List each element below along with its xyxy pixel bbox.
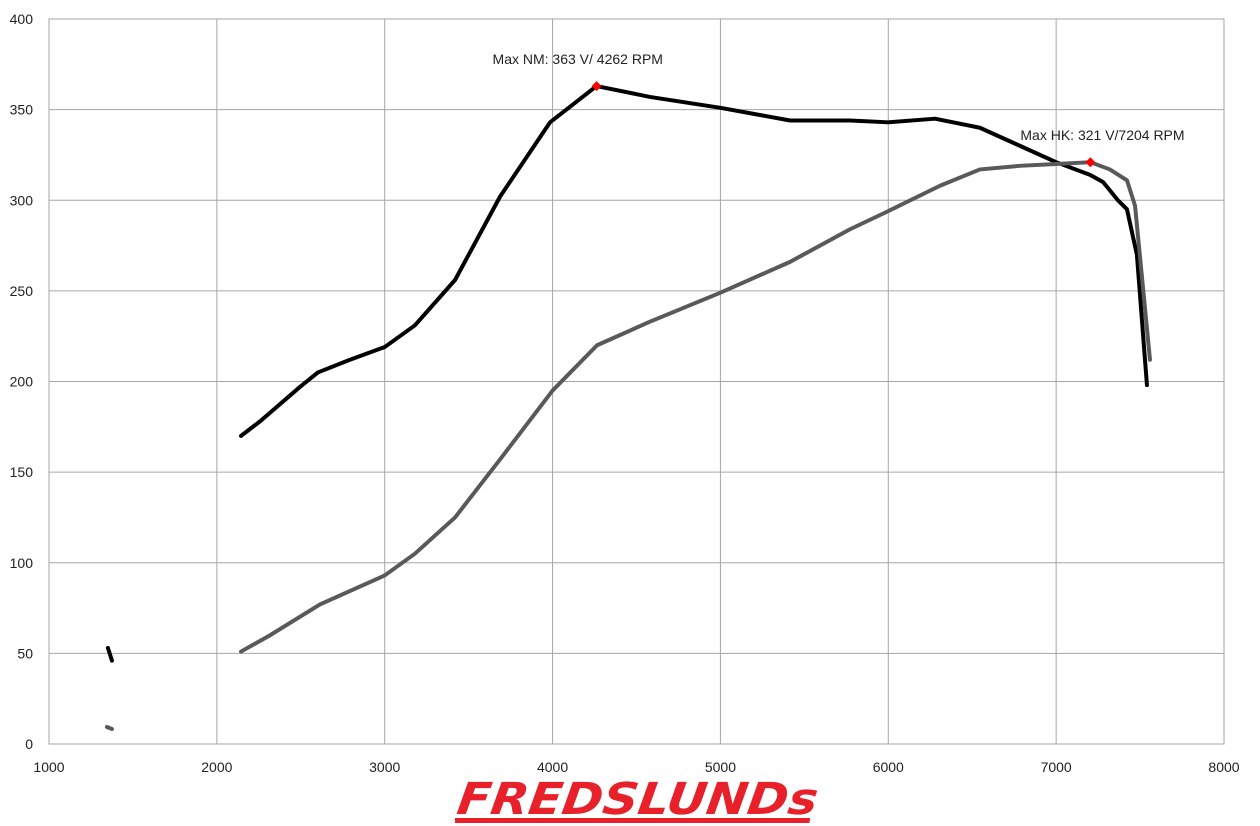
x-tick-label: 2000 (201, 759, 232, 775)
y-tick-label: 200 (10, 374, 34, 390)
max-marker (1085, 157, 1096, 168)
tick-labels: 0 50 100 150 200 250 300 350 400 1000 2000 3000 4000… (10, 11, 1240, 775)
grid (48, 18, 1225, 745)
x-tick-label: 8000 (1208, 759, 1239, 775)
x-tick-label: 5000 (705, 759, 736, 775)
y-tick-label: 350 (10, 102, 34, 118)
max-marker (591, 81, 602, 92)
x-tick-label: 7000 (1041, 759, 1072, 775)
annotation-label: Max HK: 321 V/7204 RPM (1020, 127, 1184, 143)
annotations: Max NM: 363 V/ 4262 RPM Max HK: 321 V/720… (493, 51, 1185, 168)
x-tick-label: 3000 (369, 759, 400, 775)
series-line-2 (105, 645, 114, 663)
x-tick-label: 6000 (873, 759, 904, 775)
series-line-1 (239, 160, 1152, 654)
series-line-0 (239, 84, 1149, 438)
y-tick-label: 100 (10, 555, 34, 571)
x-tick-label: 1000 (33, 759, 64, 775)
y-tick-label: 250 (10, 283, 34, 299)
annotation-label: Max NM: 363 V/ 4262 RPM (493, 51, 663, 67)
y-tick-label: 400 (10, 11, 34, 27)
series-line-3 (104, 724, 114, 731)
svg-text:FREDSLUNDs: FREDSLUNDs (455, 776, 821, 825)
y-tick-label: 150 (10, 464, 34, 480)
y-tick-label: 300 (10, 192, 34, 208)
fredslunds-logo: FREDSLUNDs (455, 776, 821, 825)
series-lines (104, 84, 1152, 731)
y-tick-label: 0 (25, 736, 33, 752)
x-tick-label: 4000 (537, 759, 568, 775)
y-tick-label: 50 (17, 645, 33, 661)
plot-border (48, 18, 1225, 745)
